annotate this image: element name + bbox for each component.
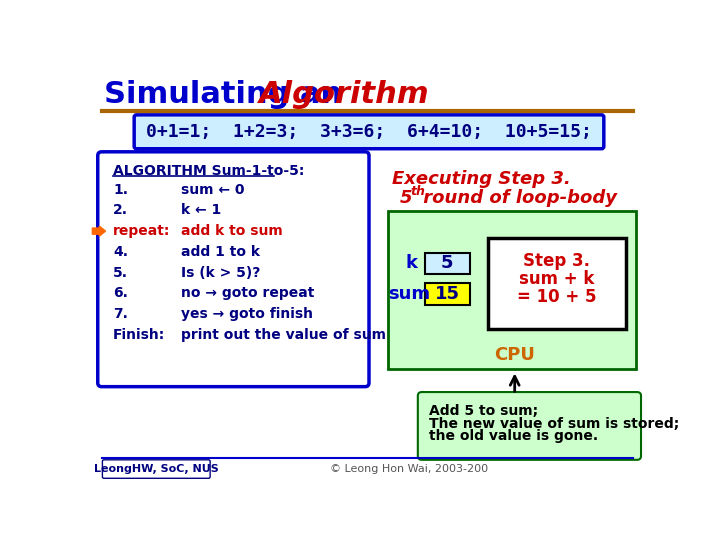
Text: k ← 1: k ← 1 bbox=[181, 204, 222, 217]
Text: Add 5 to sum;: Add 5 to sum; bbox=[429, 404, 539, 418]
Text: yes → goto finish: yes → goto finish bbox=[181, 307, 313, 321]
Text: Finish:: Finish: bbox=[113, 328, 166, 342]
Text: 5: 5 bbox=[441, 254, 454, 273]
FancyBboxPatch shape bbox=[388, 211, 636, 369]
Text: ALGORITHM Sum-1-to-5:: ALGORITHM Sum-1-to-5: bbox=[113, 164, 305, 178]
Text: round of loop-body: round of loop-body bbox=[417, 189, 617, 207]
FancyBboxPatch shape bbox=[425, 253, 469, 274]
FancyBboxPatch shape bbox=[418, 392, 641, 460]
Text: no → goto repeat: no → goto repeat bbox=[181, 287, 315, 300]
Text: LeongHW, SoC, NUS: LeongHW, SoC, NUS bbox=[94, 464, 218, 474]
Text: add 1 to k: add 1 to k bbox=[181, 245, 261, 259]
Text: The new value of sum is stored;: The new value of sum is stored; bbox=[429, 417, 680, 430]
Text: 1.: 1. bbox=[113, 183, 128, 197]
Text: sum ← 0: sum ← 0 bbox=[181, 183, 245, 197]
Text: Executing Step 3.: Executing Step 3. bbox=[392, 170, 571, 188]
Text: 4.: 4. bbox=[113, 245, 128, 259]
Text: 7.: 7. bbox=[113, 307, 128, 321]
Text: add k to sum: add k to sum bbox=[181, 224, 283, 238]
Text: th: th bbox=[411, 185, 426, 198]
Text: 5: 5 bbox=[400, 189, 413, 207]
Text: the old value is gone.: the old value is gone. bbox=[429, 429, 598, 443]
Text: Step 3.: Step 3. bbox=[523, 252, 590, 270]
Text: sum: sum bbox=[388, 285, 431, 303]
FancyBboxPatch shape bbox=[487, 238, 626, 329]
Text: = 10 + 5: = 10 + 5 bbox=[517, 288, 596, 306]
Text: © Leong Hon Wai, 2003-200: © Leong Hon Wai, 2003-200 bbox=[330, 464, 488, 474]
FancyArrow shape bbox=[92, 226, 106, 236]
Text: 2.: 2. bbox=[113, 204, 128, 217]
Text: 5.: 5. bbox=[113, 266, 128, 280]
Text: 0+1=1;  1+2=3;  3+3=6;  6+4=10;  10+5=15;: 0+1=1; 1+2=3; 3+3=6; 6+4=10; 10+5=15; bbox=[146, 123, 592, 141]
Text: repeat:: repeat: bbox=[113, 224, 171, 238]
Text: 15: 15 bbox=[435, 285, 460, 303]
Text: 6.: 6. bbox=[113, 287, 128, 300]
FancyBboxPatch shape bbox=[102, 460, 210, 478]
Text: Simulating an: Simulating an bbox=[104, 79, 353, 109]
FancyBboxPatch shape bbox=[98, 152, 369, 387]
FancyBboxPatch shape bbox=[134, 115, 604, 148]
Text: CPU: CPU bbox=[494, 346, 535, 364]
Text: sum + k: sum + k bbox=[519, 270, 594, 288]
Text: Is (k > 5)?: Is (k > 5)? bbox=[181, 266, 261, 280]
Text: k: k bbox=[405, 254, 418, 273]
Text: Algorithm: Algorithm bbox=[259, 79, 430, 109]
Text: print out the value of sum: print out the value of sum bbox=[181, 328, 387, 342]
FancyBboxPatch shape bbox=[425, 284, 469, 305]
